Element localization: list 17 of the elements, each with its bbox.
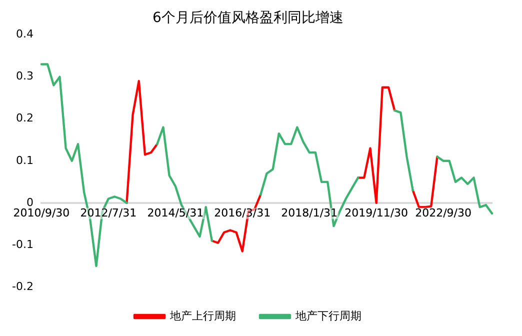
- y-tick-label: 0.4: [16, 28, 34, 41]
- y-tick-label: 0: [26, 196, 34, 209]
- y-tick-label: 0.3: [16, 70, 34, 83]
- x-tick-label: 2018/1/31: [281, 206, 338, 220]
- x-tick-label: 2022/9/30: [415, 206, 472, 220]
- x-tick-label: 2012/7/31: [80, 206, 137, 220]
- x-tick-label: 2016/3/31: [214, 206, 271, 220]
- x-tick-label: 2010/9/30: [13, 206, 70, 220]
- y-tick-label: 0.2: [16, 112, 34, 125]
- chart-title: 6个月后价值风格盈利同比增速: [152, 10, 344, 26]
- y-tick-label: 0.1: [16, 154, 34, 167]
- y-tick-label: -0.2: [12, 280, 34, 293]
- legend-label: 地产下行周期: [294, 309, 362, 322]
- y-tick-label: -0.1: [12, 238, 34, 251]
- x-tick-label: 2019/11/30: [344, 206, 408, 220]
- x-tick-label: 2014/5/31: [147, 206, 204, 220]
- legend-label: 地产上行周期: [169, 309, 236, 322]
